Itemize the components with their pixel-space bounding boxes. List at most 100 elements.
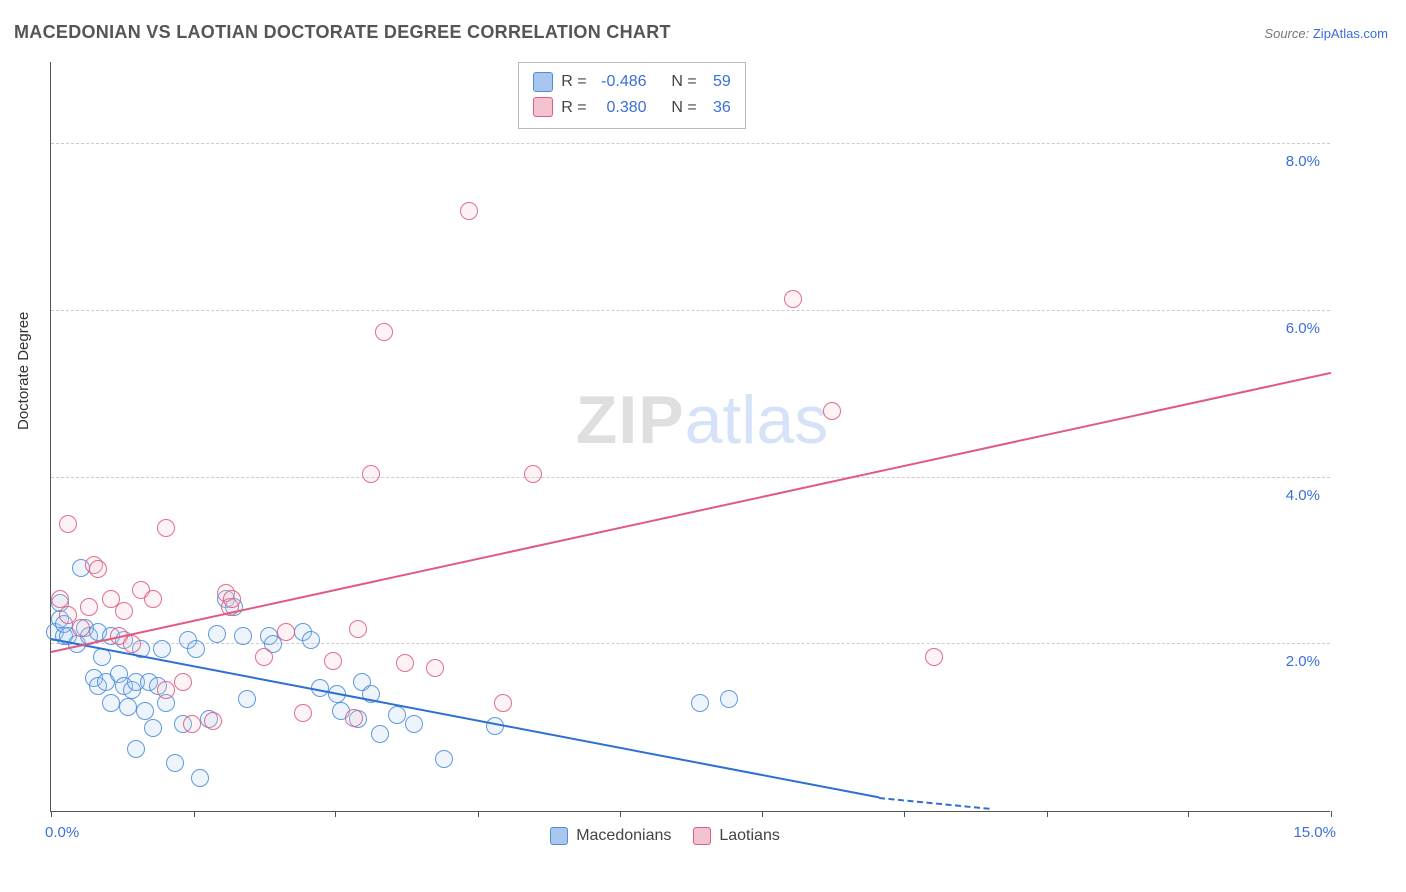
x-tick [1188, 811, 1189, 817]
data-point [362, 465, 380, 483]
data-point [388, 706, 406, 724]
data-point [191, 769, 209, 787]
x-tick [51, 811, 52, 817]
legend-item: Laotians [693, 827, 780, 845]
data-point [691, 694, 709, 712]
data-point [823, 402, 841, 420]
source-link[interactable]: ZipAtlas.com [1313, 26, 1388, 41]
source-label: Source: [1264, 26, 1309, 41]
data-point [144, 590, 162, 608]
y-axis-label: Doctorate Degree [15, 312, 32, 430]
stats-box: R = -0.486 N = 59 R = 0.380 N = 36 [518, 62, 746, 129]
stats-row: R = -0.486 N = 59 [533, 69, 731, 95]
data-point [72, 619, 90, 637]
y-tick-label: 4.0% [1286, 487, 1320, 504]
data-point [204, 712, 222, 730]
stat-value-r: -0.486 [595, 69, 647, 95]
gridline-h [51, 477, 1330, 478]
legend-swatch [550, 827, 568, 845]
data-point [166, 754, 184, 772]
gridline-h [51, 143, 1330, 144]
x-tick-label: 0.0% [45, 824, 79, 841]
watermark-zip: ZIP [576, 382, 685, 458]
data-point [144, 719, 162, 737]
data-point [925, 648, 943, 666]
stat-value-n: 59 [705, 69, 731, 95]
data-point [136, 702, 154, 720]
y-tick-label: 8.0% [1286, 153, 1320, 170]
x-tick [620, 811, 621, 817]
legend: Macedonians Laotians [550, 827, 780, 845]
x-tick [478, 811, 479, 817]
stat-label-r: R = [561, 69, 586, 95]
data-point [302, 631, 320, 649]
chart-container: MACEDONIAN VS LAOTIAN DOCTORATE DEGREE C… [0, 0, 1406, 892]
data-point [59, 515, 77, 533]
data-point [89, 560, 107, 578]
data-point [119, 698, 137, 716]
source-attribution: Source: ZipAtlas.com [1264, 26, 1388, 41]
data-point [720, 690, 738, 708]
y-tick-label: 6.0% [1286, 320, 1320, 337]
data-point [396, 654, 414, 672]
data-point [153, 640, 171, 658]
stat-label-r: R = [561, 95, 586, 121]
data-point [208, 625, 226, 643]
watermark: ZIPatlas [576, 381, 828, 459]
legend-swatch [693, 827, 711, 845]
stats-row: R = 0.380 N = 36 [533, 95, 731, 121]
y-tick-label: 2.0% [1286, 653, 1320, 670]
plot-area: ZIPatlas 2.0%4.0%6.0%8.0%0.0%15.0%R =-0.… [50, 62, 1330, 812]
data-point [127, 740, 145, 758]
data-point [187, 640, 205, 658]
data-point [183, 715, 201, 733]
trend-line [51, 372, 1331, 653]
data-point [405, 715, 423, 733]
x-tick [335, 811, 336, 817]
legend-label: Laotians [719, 827, 780, 845]
x-tick [1331, 811, 1332, 817]
data-point [345, 709, 363, 727]
stat-value-n: 36 [705, 95, 731, 121]
legend-label: Macedonians [576, 827, 671, 845]
stat-label-n: N = [671, 69, 696, 95]
data-point [426, 659, 444, 677]
data-point [80, 598, 98, 616]
data-point [324, 652, 342, 670]
stat-label-n: N = [671, 95, 696, 121]
data-point [238, 690, 256, 708]
data-point [294, 704, 312, 722]
gridline-h [51, 310, 1330, 311]
x-tick [1047, 811, 1048, 817]
x-tick [762, 811, 763, 817]
x-tick-label: 15.0% [1293, 824, 1336, 841]
legend-item: Macedonians [550, 827, 671, 845]
data-point [460, 202, 478, 220]
watermark-atlas: atlas [685, 382, 829, 458]
x-tick [194, 811, 195, 817]
x-tick [904, 811, 905, 817]
data-point [174, 673, 192, 691]
data-point [524, 465, 542, 483]
data-point [277, 623, 295, 641]
data-point [255, 648, 273, 666]
data-point [123, 635, 141, 653]
data-point [435, 750, 453, 768]
data-point [115, 602, 133, 620]
data-point [234, 627, 252, 645]
data-point [51, 590, 69, 608]
data-point [494, 694, 512, 712]
trend-line-dash [879, 797, 990, 810]
data-point [784, 290, 802, 308]
data-point [102, 694, 120, 712]
chart-title: MACEDONIAN VS LAOTIAN DOCTORATE DEGREE C… [14, 22, 671, 43]
series-swatch [533, 72, 553, 92]
data-point [371, 725, 389, 743]
data-point [349, 620, 367, 638]
data-point [223, 590, 241, 608]
data-point [157, 519, 175, 537]
data-point [375, 323, 393, 341]
stat-value-r: 0.380 [595, 95, 647, 121]
data-point [157, 681, 175, 699]
series-swatch [533, 97, 553, 117]
